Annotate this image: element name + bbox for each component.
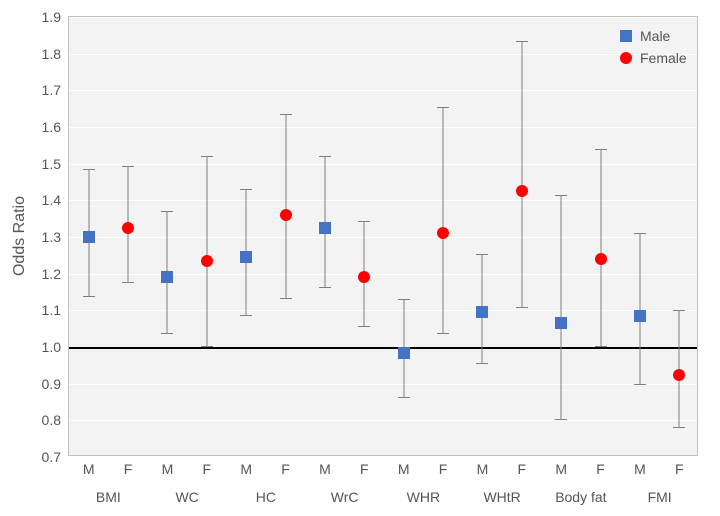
y-axis-label: Odds Ratio (11, 196, 29, 276)
x-group-label: BMI (96, 489, 121, 505)
legend-label: Female (640, 50, 687, 66)
x-sub-label: M (319, 455, 331, 477)
marker-female (201, 255, 213, 267)
marker-male (240, 251, 252, 263)
legend-item: Male (620, 28, 687, 44)
legend-circle-icon (620, 52, 632, 64)
y-tick-label: 1.6 (42, 119, 69, 135)
y-tick-label: 1.8 (42, 46, 69, 62)
gridline (69, 237, 697, 238)
x-group-label: WHR (407, 489, 440, 505)
x-sub-label: M (240, 455, 252, 477)
y-tick-label: 1.7 (42, 82, 69, 98)
gridline (69, 384, 697, 385)
x-group-label: WrC (331, 489, 359, 505)
x-sub-label: M (162, 455, 174, 477)
marker-female (437, 227, 449, 239)
odds-ratio-chart: 0.7 0.8 0.9 1.0 1.1 1.2 1.3 1.4 1.5 1.6 1.7 1.8 1.9 M… (0, 0, 720, 516)
marker-male (634, 310, 646, 322)
x-group-label: Body fat (555, 489, 606, 505)
plot-inner (69, 17, 697, 455)
gridline (69, 90, 697, 91)
y-tick-label: 1.1 (42, 302, 69, 318)
gridline (69, 164, 697, 165)
marker-male (319, 222, 331, 234)
x-sub-label: F (596, 455, 605, 477)
y-tick-label: 1.5 (42, 156, 69, 172)
y-tick-label: 1.3 (42, 229, 69, 245)
gridline (69, 54, 697, 55)
marker-male (83, 231, 95, 243)
y-tick-label: 1.2 (42, 266, 69, 282)
y-tick-label: 1.9 (42, 9, 69, 25)
marker-male (398, 347, 410, 359)
x-sub-label: M (83, 455, 95, 477)
marker-female (358, 271, 370, 283)
marker-female (516, 185, 528, 197)
y-tick-label: 0.9 (42, 376, 69, 392)
legend-item: Female (620, 50, 687, 66)
gridline (69, 420, 697, 421)
x-group-label: HC (256, 489, 276, 505)
marker-female (122, 222, 134, 234)
x-sub-label: F (124, 455, 133, 477)
x-sub-label: M (398, 455, 410, 477)
gridline (69, 310, 697, 311)
x-sub-label: F (518, 455, 527, 477)
legend-label: Male (640, 28, 670, 44)
x-sub-label: F (439, 455, 448, 477)
x-sub-label: F (360, 455, 369, 477)
x-sub-label: M (634, 455, 646, 477)
y-tick-label: 1.4 (42, 192, 69, 208)
legend: Male Female (620, 28, 687, 72)
marker-male (161, 271, 173, 283)
marker-female (673, 369, 685, 381)
y-tick-label: 0.8 (42, 412, 69, 428)
marker-male (476, 306, 488, 318)
x-sub-label: M (555, 455, 567, 477)
x-sub-label: F (675, 455, 684, 477)
gridline (69, 200, 697, 201)
x-group-label: WHtR (483, 489, 520, 505)
x-group-label: FMI (648, 489, 672, 505)
marker-female (595, 253, 607, 265)
x-sub-label: F (281, 455, 290, 477)
legend-square-icon (620, 30, 632, 42)
x-sub-label: M (477, 455, 489, 477)
plot-area: 0.70.80.91.01.11.21.31.41.51.61.71.81.9M… (68, 16, 698, 456)
x-group-label: WC (175, 489, 198, 505)
gridline (69, 127, 697, 128)
marker-female (280, 209, 292, 221)
y-tick-label: 1.0 (42, 339, 69, 355)
reference-line (69, 347, 697, 349)
x-sub-label: F (203, 455, 212, 477)
gridline (69, 17, 697, 18)
y-tick-label: 0.7 (42, 449, 69, 465)
marker-male (555, 317, 567, 329)
